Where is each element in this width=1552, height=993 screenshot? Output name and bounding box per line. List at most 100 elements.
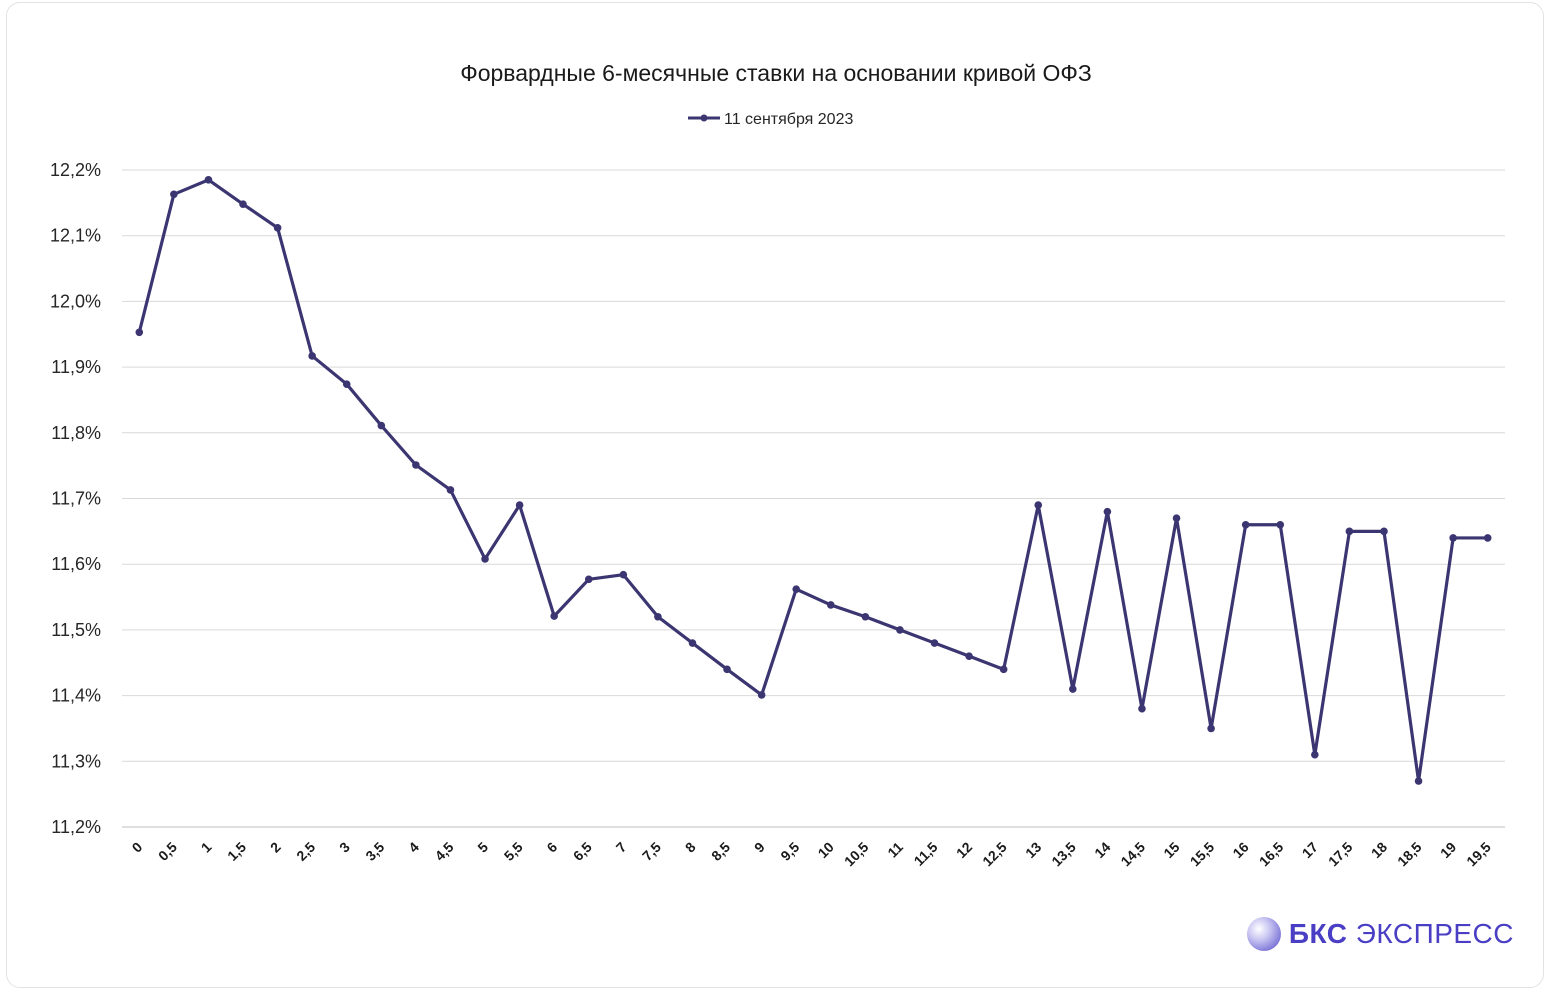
data-point xyxy=(1138,704,1146,713)
x-tick-label: 0,5 xyxy=(155,839,180,864)
data-point xyxy=(654,612,662,621)
data-point xyxy=(170,190,178,199)
y-tick-label: 11,8% xyxy=(51,423,101,443)
x-tick-label: 10,5 xyxy=(841,839,872,870)
data-point xyxy=(930,639,939,647)
data-point xyxy=(481,555,489,563)
x-tick-label: 18 xyxy=(1368,839,1390,861)
x-tick-label: 1,5 xyxy=(224,839,249,864)
x-tick-label: 3 xyxy=(336,839,353,856)
y-tick-label: 12,2% xyxy=(50,160,101,180)
y-tick-label: 11,5% xyxy=(51,620,101,640)
x-tick-label: 17,5 xyxy=(1325,839,1356,870)
x-tick-label: 9 xyxy=(751,839,768,856)
x-tick-label: 0 xyxy=(129,839,146,856)
x-tick-label: 6 xyxy=(543,839,560,856)
series-line xyxy=(137,178,1490,783)
x-tick-label: 14 xyxy=(1091,839,1113,861)
x-tick-label: 7,5 xyxy=(639,839,664,864)
x-tick-label: 5 xyxy=(474,839,491,856)
data-point xyxy=(584,575,593,584)
x-tick-label: 4,5 xyxy=(432,839,457,864)
data-point xyxy=(965,652,973,660)
data-point xyxy=(377,421,386,430)
y-axis-ticks: 11,2% 11,3% 11,4% 11,5% 11,6% 11,7% 11,8% 11,9%… xyxy=(50,160,101,837)
gridlines xyxy=(122,169,1505,828)
legend-marker xyxy=(700,114,708,122)
data-point xyxy=(1034,501,1043,509)
data-point xyxy=(999,665,1008,674)
data-point xyxy=(1345,527,1354,536)
data-point xyxy=(515,501,524,509)
y-tick-label: 11,9% xyxy=(51,357,101,377)
data-point xyxy=(792,585,801,593)
x-tick-label: 15,5 xyxy=(1187,839,1218,870)
data-point xyxy=(412,461,420,469)
data-point xyxy=(204,176,213,184)
data-point xyxy=(826,601,835,609)
data-point xyxy=(896,626,904,634)
data-point xyxy=(1483,534,1492,542)
data-point xyxy=(757,691,766,699)
x-tick-label: 15 xyxy=(1160,839,1182,861)
data-point xyxy=(861,612,870,621)
x-tick-label: 3,5 xyxy=(362,839,387,864)
x-tick-label: 8 xyxy=(682,839,699,856)
data-point xyxy=(239,200,247,208)
legend-label: 11 сентября 2023 xyxy=(724,111,853,128)
x-tick-label: 12,5 xyxy=(979,839,1010,870)
x-tick-label: 2,5 xyxy=(293,839,318,864)
y-tick-label: 11,3% xyxy=(51,751,101,771)
y-tick-label: 12,1% xyxy=(50,226,101,246)
data-point xyxy=(1069,685,1077,693)
data-point xyxy=(1241,520,1250,529)
data-point xyxy=(723,665,731,674)
x-tick-label: 12 xyxy=(953,839,975,861)
data-point xyxy=(308,352,316,360)
bks-express-logo: БКС ЭКСПРЕСС xyxy=(1246,917,1514,951)
data-point xyxy=(1449,534,1457,542)
data-point xyxy=(1103,507,1112,516)
x-tick-label: 17 xyxy=(1299,839,1321,861)
x-tick-label: 16,5 xyxy=(1256,839,1287,870)
x-tick-label: 2 xyxy=(267,839,284,856)
x-tick-label: 4 xyxy=(405,839,422,856)
x-tick-label: 13,5 xyxy=(1048,839,1079,870)
data-point xyxy=(688,639,697,647)
data-point xyxy=(1207,724,1215,733)
logo-orb-icon xyxy=(1246,917,1281,951)
data-point xyxy=(1414,777,1423,785)
data-point xyxy=(1311,750,1319,759)
y-tick-label: 11,7% xyxy=(51,489,101,509)
y-tick-label: 12,0% xyxy=(50,291,101,311)
x-tick-label: 13 xyxy=(1022,839,1044,861)
x-tick-label: 8,5 xyxy=(708,839,733,864)
y-tick-label: 11,6% xyxy=(51,554,101,574)
y-tick-label: 11,2% xyxy=(51,817,101,837)
legend: 11 сентября 2023 xyxy=(688,111,853,128)
data-point xyxy=(135,328,144,337)
data-point xyxy=(273,224,282,232)
data-point xyxy=(1276,520,1285,529)
series-group xyxy=(135,176,1492,785)
x-tick-label: 9,5 xyxy=(777,839,802,864)
x-tick-label: 7 xyxy=(613,839,630,856)
logo-brand-rest: ЭКСПРЕСС xyxy=(1355,918,1514,949)
chart-title: Форвардные 6-месячные ставки на основани… xyxy=(460,60,1092,86)
data-point xyxy=(342,380,351,388)
x-tick-label: 1 xyxy=(198,839,215,856)
x-tick-label: 19 xyxy=(1437,839,1459,861)
x-tick-label: 19,5 xyxy=(1463,839,1494,870)
logo-text: БКС ЭКСПРЕСС xyxy=(1289,918,1514,950)
x-tick-label: 11 xyxy=(884,839,906,861)
x-tick-label: 16 xyxy=(1229,839,1251,861)
x-tick-label: 11,5 xyxy=(911,839,941,869)
data-point xyxy=(619,570,628,579)
x-tick-label: 14,5 xyxy=(1118,839,1149,870)
y-tick-label: 11,4% xyxy=(51,686,101,706)
data-point xyxy=(1172,514,1181,523)
x-axis-ticks: 0 0,5 1 1,5 2 2,5 3 3,5 4 4,5 5 5,5 6 6,5 7 7,5 8 8,5 9 9,5… xyxy=(129,839,1494,870)
logo-brand-bold: БКС xyxy=(1288,918,1348,949)
x-tick-label: 5,5 xyxy=(501,839,526,864)
